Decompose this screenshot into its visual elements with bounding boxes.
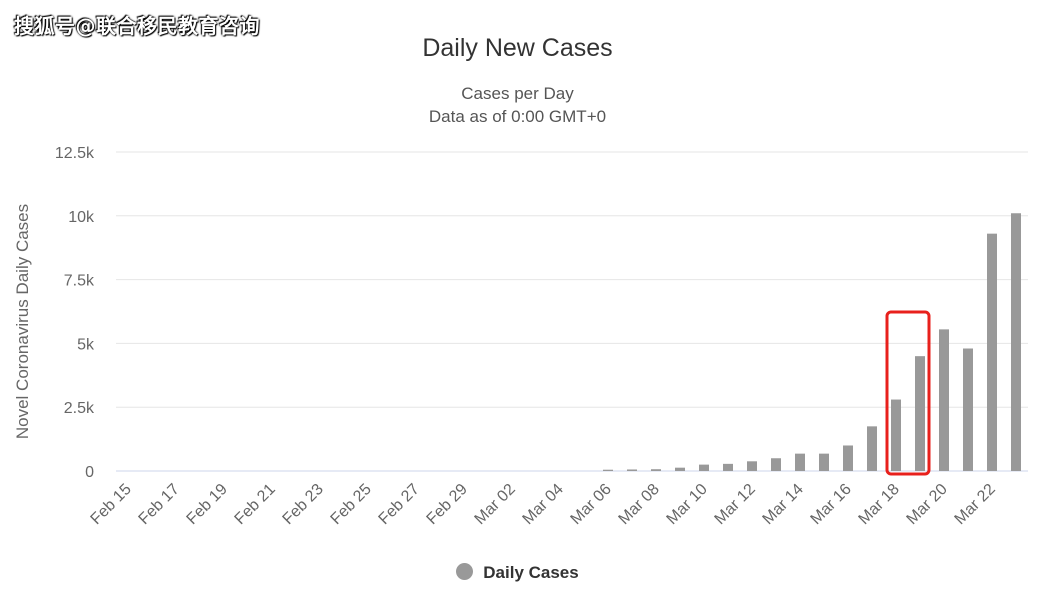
y-axis-title: Novel Coronavirus Daily Cases — [13, 204, 32, 439]
bar — [627, 469, 637, 471]
y-tick-label: 12.5k — [55, 145, 95, 162]
bar — [1011, 213, 1021, 472]
y-tick-label: 10k — [68, 209, 95, 226]
bar — [939, 329, 949, 471]
bar — [771, 458, 781, 471]
x-tick-label: Feb 21 — [232, 481, 279, 528]
x-tick-label: Mar 02 — [472, 481, 519, 528]
chart-title: Daily New Cases — [422, 34, 613, 62]
x-tick-label: Mar 16 — [808, 481, 855, 528]
x-tick-label: Mar 04 — [520, 481, 567, 528]
x-tick-label: Feb 19 — [184, 481, 231, 528]
bar — [747, 461, 757, 471]
x-tick-label: Feb 15 — [88, 481, 135, 528]
y-tick-label: 2.5k — [64, 400, 95, 417]
x-tick-label: Feb 29 — [424, 481, 471, 528]
bar — [651, 469, 661, 471]
bar — [987, 233, 997, 471]
x-tick-label: Feb 23 — [280, 481, 327, 528]
x-tick-label: Feb 25 — [328, 481, 375, 528]
x-tick-label: Mar 10 — [664, 481, 711, 528]
x-tick-label: Mar 12 — [712, 481, 759, 528]
x-tick-label: Feb 17 — [136, 481, 183, 528]
chart-data-timestamp: Data as of 0:00 GMT+0 — [428, 107, 607, 126]
x-tick-label: Mar 20 — [904, 481, 951, 528]
bar — [915, 356, 925, 471]
x-tick-label: Mar 22 — [952, 481, 999, 528]
y-tick-label: 7.5k — [64, 273, 95, 290]
bar — [675, 467, 685, 471]
bar — [867, 426, 877, 471]
bar — [819, 453, 829, 471]
chart-subtitle: Cases per Day — [461, 84, 574, 103]
legend[interactable]: Daily Cases — [0, 563, 1035, 583]
watermark: 搜狐号@联合移民教育咨询 — [14, 14, 260, 38]
bar — [699, 464, 709, 471]
legend-label: Daily Cases — [483, 563, 579, 582]
y-tick-label: 5k — [77, 336, 95, 353]
x-tick-label: Mar 18 — [856, 481, 903, 528]
bar — [795, 453, 805, 471]
bar — [603, 469, 613, 471]
bar — [891, 399, 901, 471]
legend-marker-icon — [456, 563, 474, 580]
highlight-box — [885, 310, 931, 476]
x-tick-label: Mar 08 — [616, 481, 663, 528]
x-tick-label: Feb 27 — [376, 481, 423, 528]
y-tick-label: 0 — [85, 464, 94, 481]
bar — [723, 463, 733, 471]
bar — [963, 348, 973, 471]
x-tick-label: Mar 14 — [760, 481, 807, 528]
bar — [843, 445, 853, 471]
x-tick-label: Mar 06 — [568, 481, 615, 528]
